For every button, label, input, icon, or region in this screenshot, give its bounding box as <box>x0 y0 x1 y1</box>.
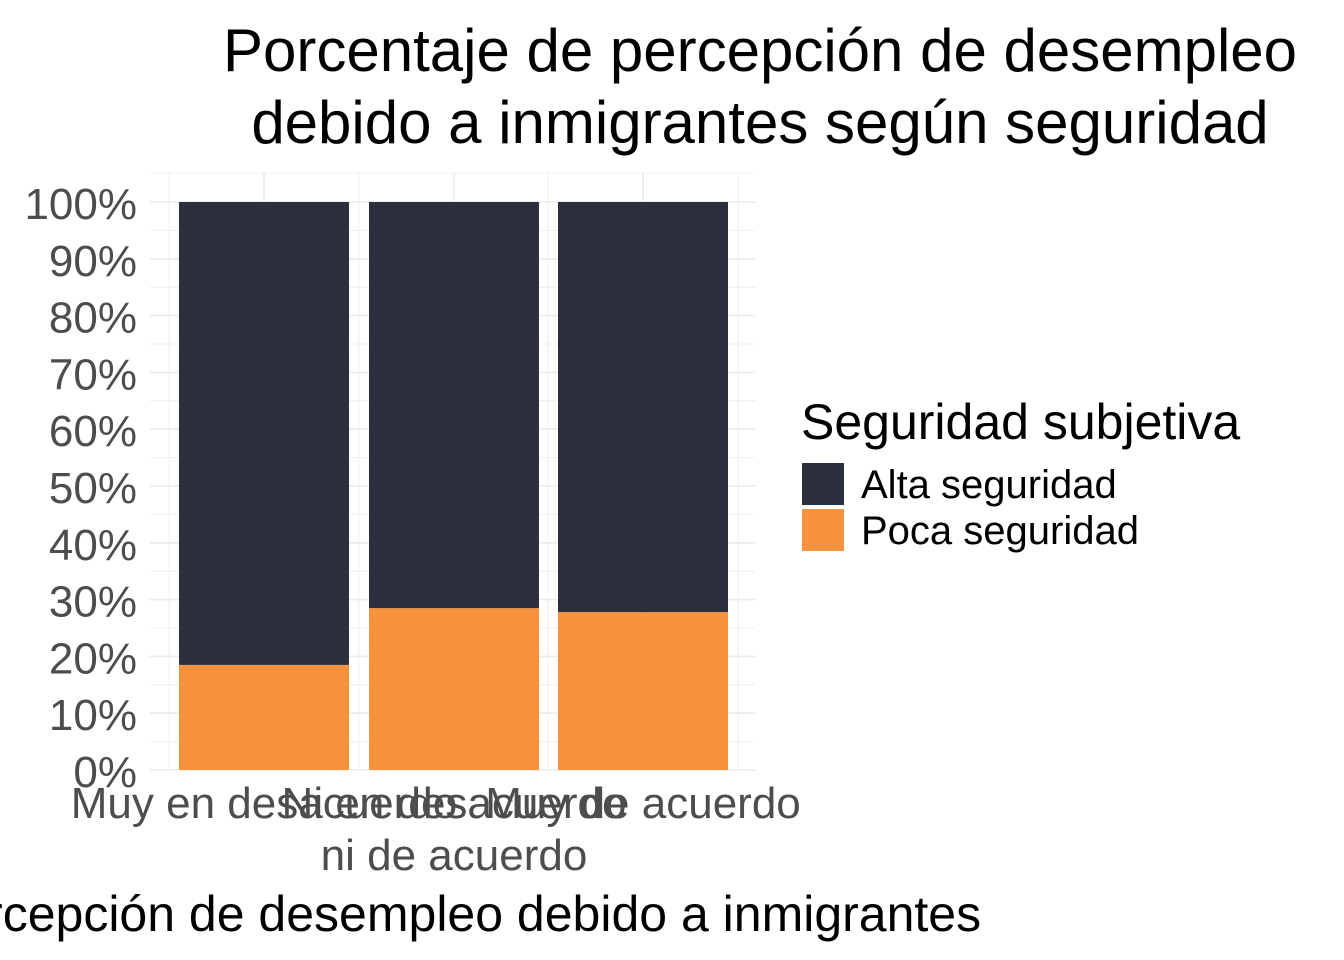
y-tick-label: 50% <box>49 464 137 513</box>
x-tick-label: ni de acuerdo <box>321 831 588 880</box>
bar-segment <box>179 202 349 665</box>
chart-title-line-2: debido a inmigrantes según seguridad <box>251 89 1268 156</box>
x-tick-label: Muy en desacuerdo <box>71 779 457 828</box>
y-tick-label: 20% <box>49 634 137 683</box>
legend-title: Seguridad subjetiva <box>801 394 1240 450</box>
legend-key <box>802 463 844 505</box>
y-tick-label: 90% <box>49 237 137 286</box>
x-tick-label: Muy de acuerdo <box>485 779 801 828</box>
x-axis-title: Percepción de desempleo debido a inmigra… <box>0 886 981 942</box>
y-axis: 0% 10% 20% 30% 40% 50% 60% 70% 80% 90% 100% <box>24 180 137 797</box>
legend-key <box>802 509 844 551</box>
legend-label: Alta seguridad <box>861 463 1117 507</box>
bar-segment <box>558 612 728 770</box>
legend-label: Poca seguridad <box>861 509 1139 553</box>
bar-segment <box>369 202 539 609</box>
y-tick-label: 70% <box>49 350 137 399</box>
y-tick-label: 0% <box>73 748 137 797</box>
y-tick-label: 30% <box>49 578 137 627</box>
bar-segment <box>179 664 349 770</box>
bar-segment <box>558 202 728 613</box>
chart-title-line-1: Porcentaje de percepción de desempleo <box>223 17 1297 84</box>
y-tick-label: 40% <box>49 521 137 570</box>
y-tick-label: 100% <box>24 180 137 229</box>
y-tick-label: 10% <box>49 691 137 740</box>
bar-segment <box>369 608 539 770</box>
y-tick-label: 80% <box>49 294 137 343</box>
y-tick-label: 60% <box>49 407 137 456</box>
x-tick-label: Ni en desacuerdo <box>282 779 627 828</box>
bars <box>179 202 728 770</box>
